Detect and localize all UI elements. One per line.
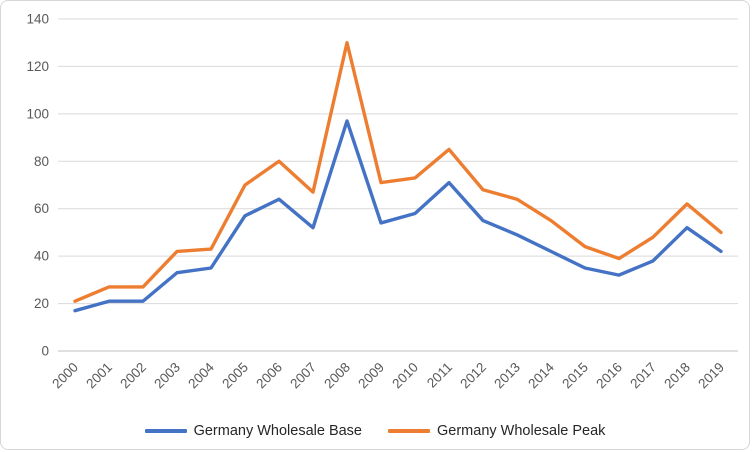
legend-label: Germany Wholesale Peak xyxy=(437,423,606,439)
legend-swatch-icon xyxy=(388,429,430,433)
x-tick-label: 2019 xyxy=(695,360,727,392)
series-line-1 xyxy=(73,41,723,303)
x-tick-label: 2013 xyxy=(491,360,523,392)
y-tick-label: 0 xyxy=(41,344,49,359)
x-tick-label: 2006 xyxy=(253,360,285,392)
x-tick-label: 2007 xyxy=(287,360,319,392)
y-tick-label: 40 xyxy=(34,249,49,264)
x-tick-label: 2003 xyxy=(151,360,183,392)
x-tick-label: 2010 xyxy=(389,360,421,392)
x-tick-label: 2008 xyxy=(321,360,353,392)
x-tick-label: 2012 xyxy=(457,360,489,392)
y-tick-label: 120 xyxy=(26,59,49,74)
x-tick-label: 2018 xyxy=(661,360,693,392)
legend-label: Germany Wholesale Base xyxy=(193,423,362,439)
x-tick-label: 2014 xyxy=(525,359,557,391)
y-tick-label: 80 xyxy=(34,154,49,169)
y-tick-label: 100 xyxy=(26,106,49,121)
y-tick-label: 20 xyxy=(34,296,49,311)
x-tick-label: 2009 xyxy=(355,360,387,392)
x-tick-label: 2011 xyxy=(424,360,455,391)
legend-swatch-icon xyxy=(144,429,187,433)
x-tick-label: 2015 xyxy=(559,360,591,392)
legend-item-0: Germany Wholesale Base xyxy=(144,423,362,439)
y-tick-label: 140 xyxy=(26,12,49,27)
x-tick-label: 2005 xyxy=(219,360,251,392)
series-line-0 xyxy=(73,119,723,313)
x-tick-label: 2001 xyxy=(83,360,115,392)
x-tick-label: 2000 xyxy=(49,360,81,392)
y-tick-label: 60 xyxy=(34,201,49,216)
x-tick-label: 2002 xyxy=(117,360,149,392)
chart-legend: Germany Wholesale Base Germany Wholesale … xyxy=(1,423,749,439)
x-tick-label: 2017 xyxy=(627,360,659,392)
x-tick-label: 2016 xyxy=(593,360,625,392)
legend-item-1: Germany Wholesale Peak xyxy=(388,423,605,439)
x-tick-label: 2004 xyxy=(185,359,217,391)
